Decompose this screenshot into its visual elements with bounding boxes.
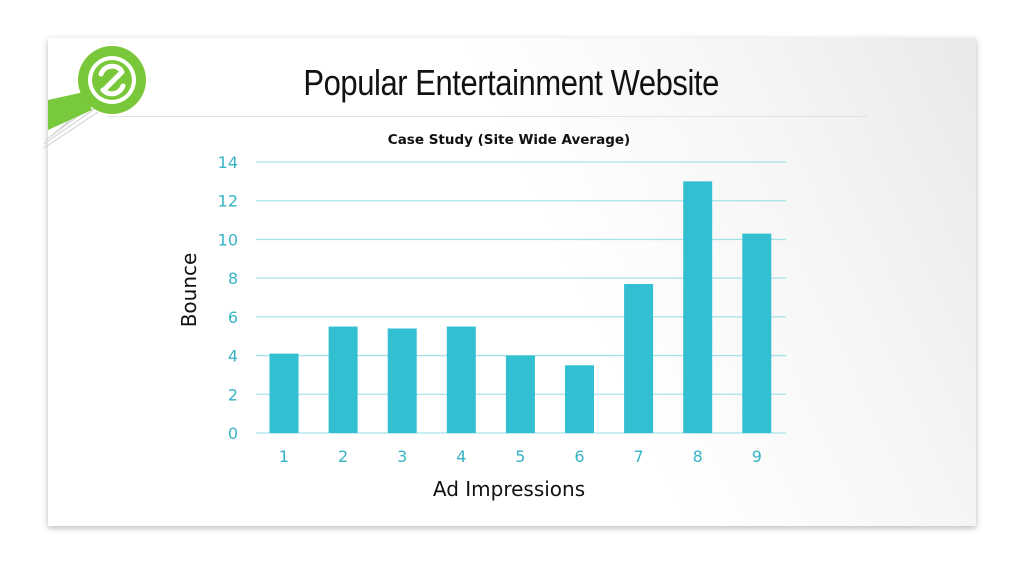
y-tick-label: 8 [228, 269, 238, 288]
y-tick-label: 12 [218, 192, 238, 211]
bar-4 [446, 326, 476, 433]
x-tick-label: 6 [574, 447, 584, 466]
page-title: Popular Entertainment Website [303, 62, 719, 103]
x-tick-label: 3 [397, 447, 407, 466]
y-axis-ticks: 0 2 4 6 8 10 12 14 [218, 153, 238, 443]
x-tick-label: 7 [634, 447, 644, 466]
bar-8 [683, 181, 713, 433]
slide-card [48, 38, 976, 526]
x-tick-label: 9 [752, 447, 762, 466]
y-axis-label: Bounce [177, 253, 201, 328]
x-tick-label: 8 [693, 447, 703, 466]
bar-9 [742, 233, 772, 433]
x-tick-label: 1 [279, 447, 289, 466]
bar-7 [624, 283, 654, 433]
x-axis-label: Ad Impressions [433, 477, 585, 501]
y-tick-label: 10 [218, 230, 238, 249]
bar-3 [387, 328, 417, 433]
x-tick-label: 4 [456, 447, 466, 466]
bar-6 [565, 365, 594, 433]
chart-title: Case Study (Site Wide Average) [388, 132, 630, 148]
chart-bars [269, 181, 772, 433]
x-tick-label: 5 [515, 447, 525, 466]
y-tick-label: 14 [218, 153, 238, 172]
y-tick-label: 2 [228, 385, 238, 404]
bar-5 [505, 355, 535, 433]
x-tick-label: 2 [338, 447, 348, 466]
bar-2 [328, 326, 358, 433]
y-tick-label: 0 [228, 424, 238, 443]
x-axis-ticks: 1 2 3 4 5 6 7 8 9 [279, 447, 762, 466]
title-divider [108, 116, 868, 117]
y-tick-label: 6 [228, 308, 238, 327]
y-tick-label: 4 [228, 347, 238, 366]
logo-magnifier-icon [43, 46, 146, 149]
bar-1 [269, 353, 299, 433]
